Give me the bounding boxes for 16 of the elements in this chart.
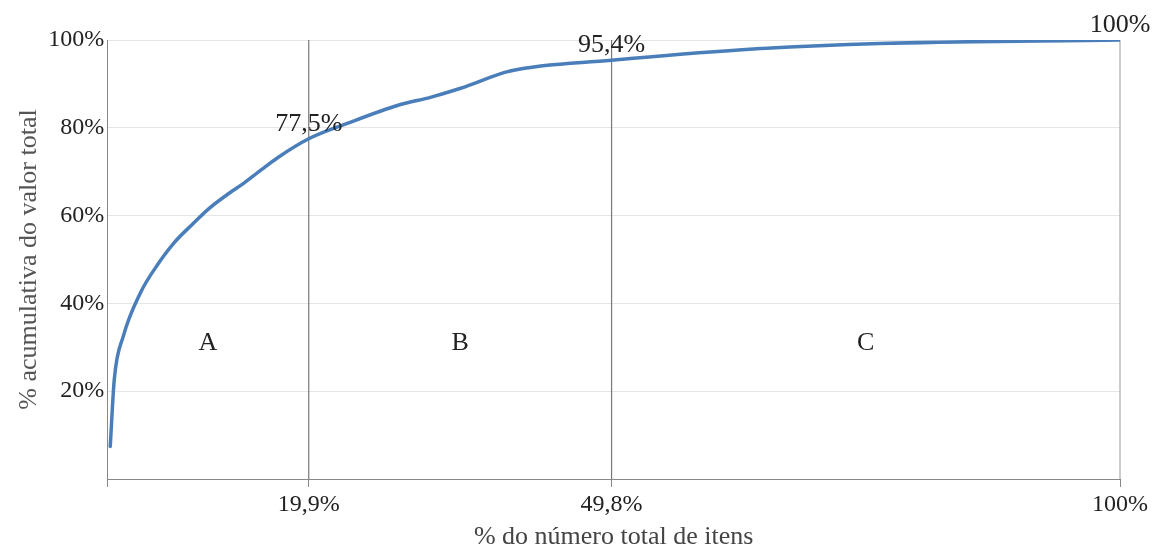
y-tick-label: 40% <box>60 288 105 315</box>
annotation: C <box>857 326 875 356</box>
x-tick-label: 100% <box>1092 489 1148 516</box>
annotation: A <box>198 326 218 356</box>
annotation: 100% <box>1089 8 1151 38</box>
y-tick-label: 100% <box>48 25 105 52</box>
annotation: B <box>451 326 469 356</box>
x-axis-title: % do número total de itens <box>473 521 754 551</box>
annotation: 77,5% <box>275 107 343 137</box>
x-tick-label: 19,9% <box>277 489 340 516</box>
annotation: 95,4% <box>577 29 646 59</box>
y-axis-title: % acumulativa do valor total <box>13 109 43 410</box>
y-tick-label: 60% <box>60 200 105 227</box>
x-tick-label: 49,8% <box>580 489 643 516</box>
y-tick-label: 20% <box>60 376 105 403</box>
y-tick-label: 80% <box>60 113 105 140</box>
